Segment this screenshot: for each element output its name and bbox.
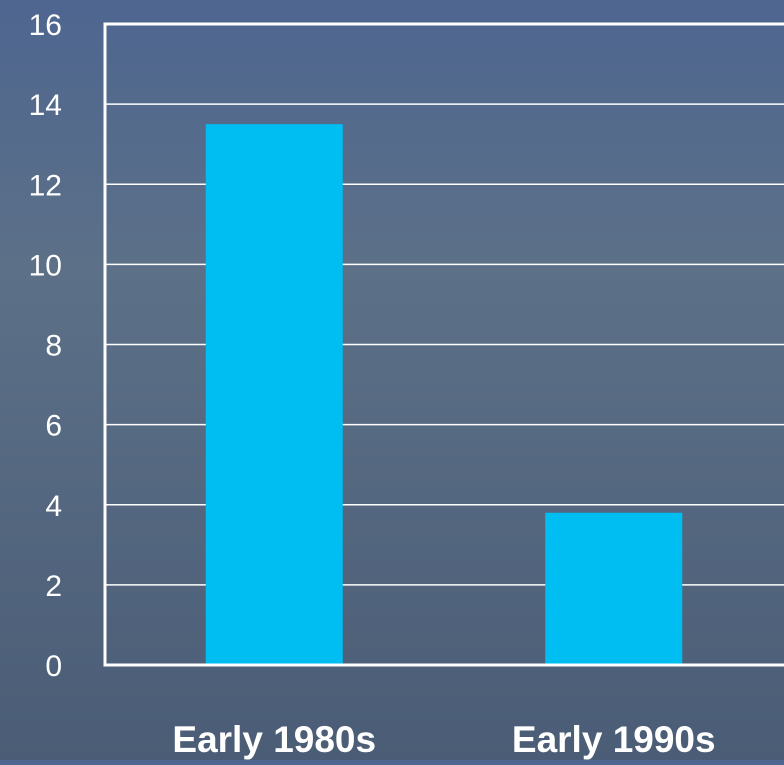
y-tick-label: 16	[29, 9, 62, 42]
y-tick-label: 6	[45, 410, 62, 443]
y-tick-label: 4	[45, 490, 62, 523]
axes	[103, 22, 784, 667]
bar-early-1990s	[545, 512, 683, 665]
y-tick-label: 8	[45, 330, 62, 363]
y-tick-label: 14	[29, 89, 62, 122]
y-tick-labels: 0 2 4 6 8 10 12 14 16	[29, 9, 62, 683]
y-tick-label: 2	[45, 570, 62, 603]
x-category-labels: Early 1980s Early 1990s	[172, 719, 715, 760]
y-tick-label: 12	[29, 169, 62, 202]
x-category-label: Early 1980s	[172, 719, 376, 760]
y-tick-label: 10	[29, 249, 62, 282]
y-tick-label: 0	[45, 650, 62, 683]
x-category-label: Early 1990s	[512, 719, 716, 760]
bars	[205, 124, 683, 665]
bar-early-1980s	[205, 124, 343, 665]
